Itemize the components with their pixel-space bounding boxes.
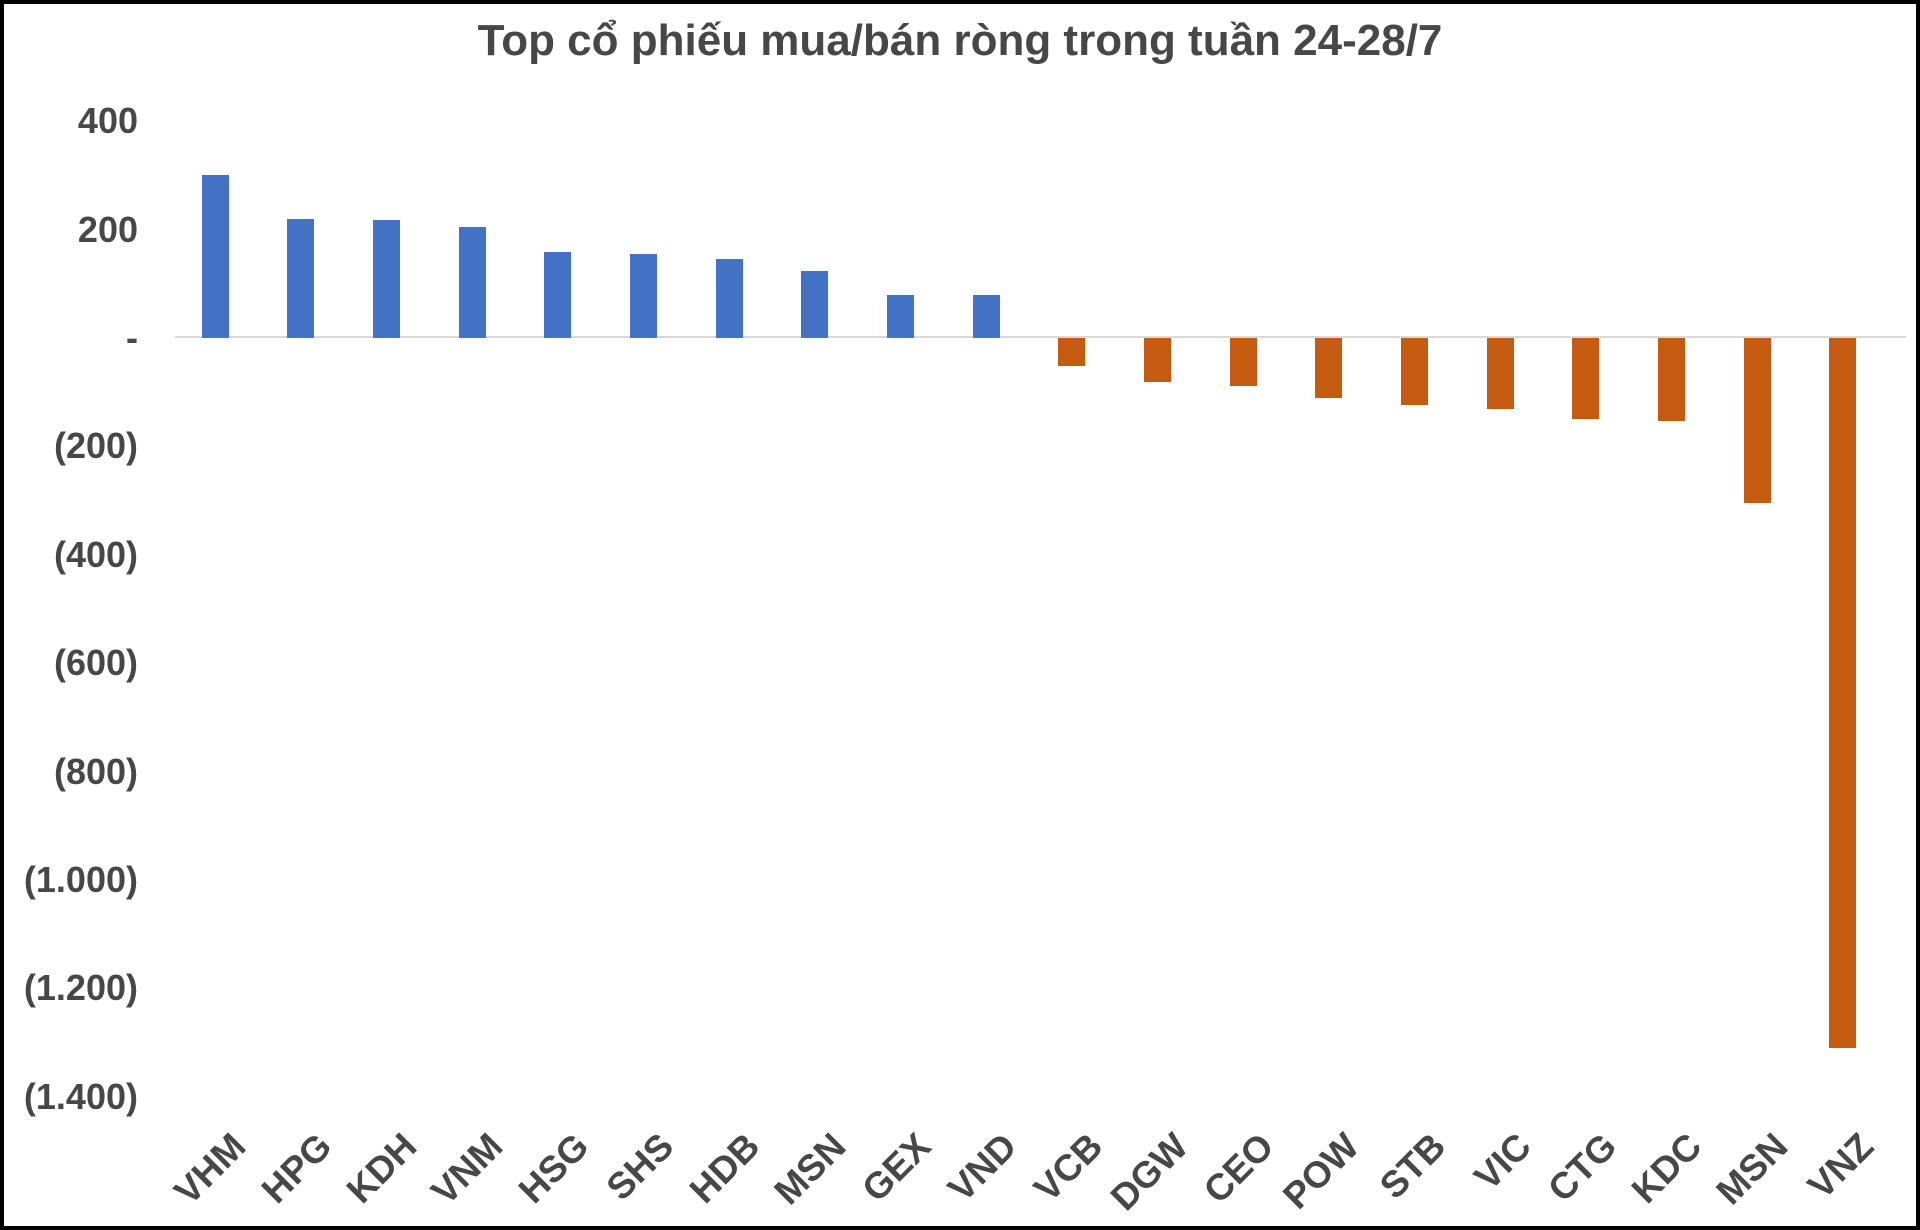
y-axis-tick-label: - xyxy=(126,317,138,358)
bar-hpg xyxy=(287,218,315,338)
x-axis-label: CTG xyxy=(1539,1125,1625,1210)
bar-vnm xyxy=(458,226,486,338)
bar-pow xyxy=(1315,338,1343,398)
bar-msn xyxy=(1743,338,1771,504)
x-axis-label: SHS xyxy=(598,1125,682,1209)
bar-stb xyxy=(1401,338,1429,405)
bar-vnz xyxy=(1829,338,1857,1049)
x-axis-label: GEX xyxy=(854,1125,939,1210)
x-axis-label: STB xyxy=(1371,1125,1453,1207)
bar-gex xyxy=(886,294,914,338)
bar-kdc xyxy=(1658,338,1686,422)
x-axis-label: VND xyxy=(940,1125,1025,1210)
x-axis-label: MSN xyxy=(765,1125,854,1213)
x-axis-label: HSG xyxy=(510,1125,597,1211)
bar-kdh xyxy=(372,219,400,338)
bar-vnd xyxy=(972,294,1000,338)
x-axis-label: CEO xyxy=(1195,1125,1282,1211)
x-axis-label: KDC xyxy=(1624,1125,1710,1211)
y-axis-tick-label: (1.200) xyxy=(23,967,138,1009)
x-axis-label: POW xyxy=(1275,1125,1368,1217)
y-axis-tick-label: (200) xyxy=(53,425,138,467)
bar-msn xyxy=(801,271,829,338)
x-axis-label: HDB xyxy=(681,1125,768,1211)
x-axis-line xyxy=(175,336,1906,338)
y-axis-tick-label: (1.000) xyxy=(23,859,138,900)
x-axis-label: VIC xyxy=(1465,1125,1539,1198)
x-axis-label: VNZ xyxy=(1799,1125,1882,1207)
x-axis-label: DGW xyxy=(1102,1125,1196,1219)
bar-vhm xyxy=(201,175,229,338)
x-axis-label: MSN xyxy=(1708,1125,1796,1213)
bar-ctg xyxy=(1572,338,1600,420)
y-axis-tick-label: 400 xyxy=(77,100,138,142)
bar-shs xyxy=(629,253,657,338)
x-axis-label: HPG xyxy=(253,1125,339,1211)
bar-hsg xyxy=(544,252,572,338)
bar-vic xyxy=(1486,338,1514,409)
y-axis-tick-label: (400) xyxy=(53,533,138,575)
bar-hdb xyxy=(715,259,743,338)
x-axis-label: VCB xyxy=(1025,1125,1111,1210)
bar-ceo xyxy=(1229,338,1257,386)
x-axis-label: VHM xyxy=(166,1125,254,1213)
x-axis-label: KDH xyxy=(338,1125,425,1211)
y-axis-tick-label: (800) xyxy=(53,750,138,792)
y-axis-tick-label: (600) xyxy=(53,642,138,684)
y-axis-tick-label: 200 xyxy=(77,208,138,250)
y-axis-tick-label: (1.400) xyxy=(23,1075,138,1117)
x-axis-label: VNM xyxy=(423,1125,511,1213)
chart-title: Top cổ phiếu mua/bán ròng trong tuần 24-… xyxy=(477,16,1443,65)
bar-vcb xyxy=(1058,338,1086,367)
bar-dgw xyxy=(1143,338,1171,383)
